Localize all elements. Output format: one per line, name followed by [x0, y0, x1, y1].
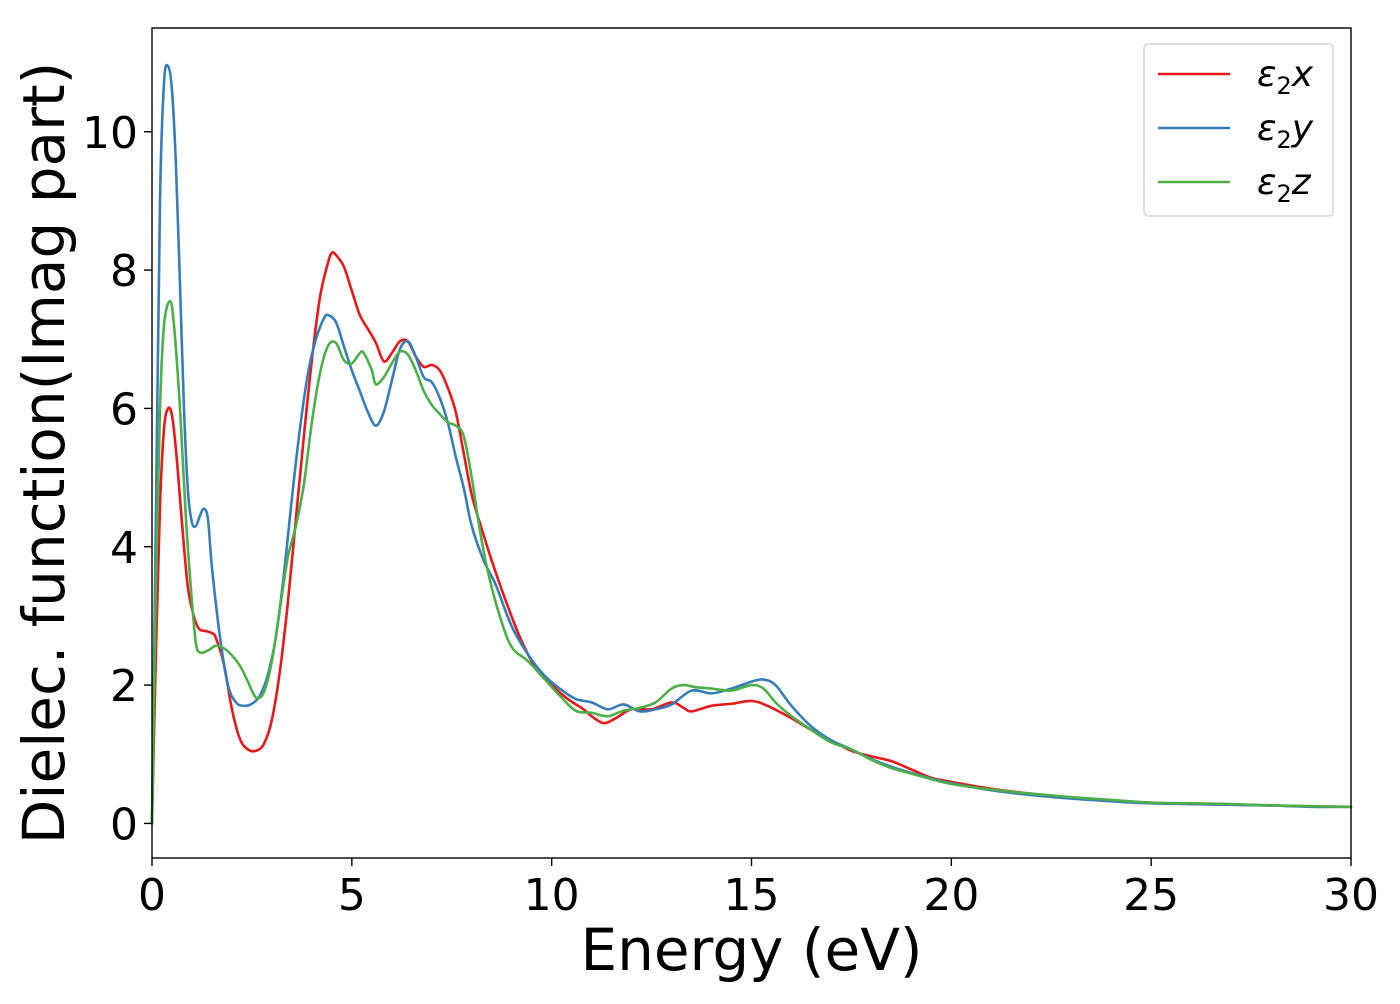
x-tick-label: 25 [1123, 870, 1179, 921]
y-axis-ticks: 0 2 4 6 8 10 [82, 108, 152, 850]
series-lines [150, 63, 1353, 825]
y-tick-label: 8 [110, 246, 138, 297]
legend-box [1143, 43, 1334, 217]
legend-label-x: ε2x [1257, 54, 1314, 100]
y-tick-label: 6 [110, 384, 138, 435]
legend-label-symbol: ε [1257, 108, 1276, 149]
x-tick-label: 10 [524, 870, 580, 921]
x-tick-label: 5 [338, 870, 366, 921]
series-line-z [150, 299, 1353, 825]
y-axis-label: Dielec. function(Imag part) [10, 62, 78, 845]
x-axis-ticks: 0 5 10 15 20 25 30 [138, 858, 1379, 921]
y-tick-label: 0 [110, 799, 138, 850]
x-tick-label: 15 [724, 870, 780, 921]
y-tick-label: 4 [110, 523, 138, 574]
x-axis-label: Energy (eV) [580, 916, 922, 984]
x-tick-label: 30 [1323, 870, 1379, 921]
legend-label-subscript: 2 [1276, 180, 1291, 208]
legend-label-axis: z [1291, 162, 1312, 203]
legend-label-z: ε2z [1257, 162, 1312, 208]
legend-label-axis: x [1291, 54, 1314, 95]
series-line-x [150, 250, 1353, 825]
legend-label-symbol: ε [1257, 162, 1276, 203]
legend-label-symbol: ε [1257, 54, 1276, 95]
legend-label-y: ε2y [1257, 108, 1314, 154]
y-tick-label: 10 [82, 108, 138, 159]
x-tick-label: 0 [138, 870, 166, 921]
legend-label-axis: y [1291, 108, 1314, 149]
x-tick-label: 20 [923, 870, 979, 921]
y-tick-label: 2 [110, 661, 138, 712]
legend-label-subscript: 2 [1276, 72, 1291, 100]
legend-label-subscript: 2 [1276, 126, 1291, 154]
